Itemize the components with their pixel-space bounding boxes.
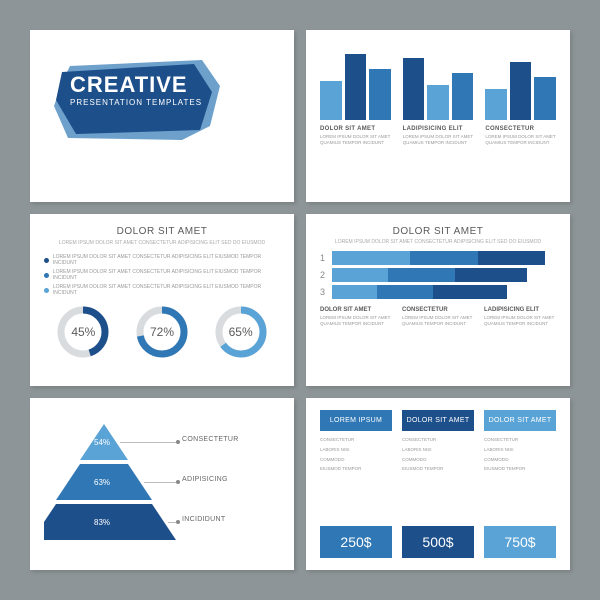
hbar-number: 3 xyxy=(320,287,332,297)
price-header: LOREM IPSUM xyxy=(320,410,392,431)
bar xyxy=(403,58,425,120)
hbar-segment xyxy=(388,268,455,282)
hbar-segment xyxy=(332,251,410,265)
hbar-col-label: CONSECTETURLOREM IPSUM DOLOR SIT AMET QU… xyxy=(402,307,474,327)
hbar-segment xyxy=(377,285,433,299)
price-column: LOREM IPSUM CONSECTETURLABORIS NISICOMMO… xyxy=(320,410,392,558)
slide-bar-charts: DOLOR SIT AMETLOREM IPSUM DOLOR SIT AMET… xyxy=(306,30,570,202)
hbar-segment xyxy=(455,268,527,282)
hbar-segment xyxy=(410,251,477,265)
hbar-row: 1 xyxy=(320,251,556,265)
bullet-row: LOREM IPSUM DOLOR SIT AMET CONSECTETUR A… xyxy=(44,269,280,281)
bullet-dot-icon xyxy=(44,273,49,278)
donuts-title: DOLOR SIT AMET xyxy=(44,226,280,237)
hbar-title: DOLOR SIT AMET xyxy=(320,226,556,237)
donut-chart: 65% xyxy=(215,306,267,358)
donut-value: 72% xyxy=(136,306,188,358)
bar-group xyxy=(485,42,556,120)
slide-title: CREATIVE PRESENTATION TEMPLATES xyxy=(30,30,294,202)
hbar-segment xyxy=(478,251,545,265)
donut-chart: 72% xyxy=(136,306,188,358)
price-column: DOLOR SIT AMET CONSECTETURLABORIS NISICO… xyxy=(484,410,556,558)
bar xyxy=(345,54,367,120)
dot-icon xyxy=(176,520,180,524)
hbar-segment xyxy=(332,285,377,299)
bullet-text: LOREM IPSUM DOLOR SIT AMET CONSECTETUR A… xyxy=(53,284,280,296)
bullet-row: LOREM IPSUM DOLOR SIT AMET CONSECTETUR A… xyxy=(44,284,280,296)
bullet-row: LOREM IPSUM DOLOR SIT AMET CONSECTETUR A… xyxy=(44,254,280,266)
donuts-subtitle: LOREM IPSUM DOLOR SIT AMET CONSECTETUR A… xyxy=(44,240,280,246)
bullet-dot-icon xyxy=(44,258,49,263)
pyramid-label: ADIPISICING xyxy=(182,476,228,483)
hbar-number: 2 xyxy=(320,270,332,280)
bar xyxy=(320,81,342,120)
bar-group-label: DOLOR SIT AMETLOREM IPSUM DOLOR SIT AMET… xyxy=(320,126,391,146)
hbar-row: 2 xyxy=(320,268,556,282)
hbar-segment xyxy=(332,268,388,282)
hbar-row: 3 xyxy=(320,285,556,299)
bar xyxy=(485,89,507,120)
bar xyxy=(510,62,532,121)
price-header: DOLOR SIT AMET xyxy=(484,410,556,431)
pyramid-label: CONSECTETUR xyxy=(182,436,239,443)
title-sub: PRESENTATION TEMPLATES xyxy=(70,98,202,107)
price-header: DOLOR SIT AMET xyxy=(402,410,474,431)
hbar-col-label: LADIPISICING ELITLOREM IPSUM DOLOR SIT A… xyxy=(484,307,556,327)
hbar-col-label: DOLOR SIT AMETLOREM IPSUM DOLOR SIT AMET… xyxy=(320,307,392,327)
slide-pyramid: 54%CONSECTETUR 63%ADIPISICING 83%INCIDID… xyxy=(30,398,294,570)
price-features: CONSECTETURLABORIS NISICOMMODOEIUSMOD TE… xyxy=(484,431,556,526)
bar xyxy=(452,73,474,120)
hbar-subtitle: LOREM IPSUM DOLOR SIT AMET CONSECTETUR A… xyxy=(320,239,556,245)
price-features: CONSECTETURLABORIS NISICOMMODOEIUSMOD TE… xyxy=(320,431,392,526)
donut-value: 45% xyxy=(57,306,109,358)
bullet-dot-icon xyxy=(44,288,49,293)
slide-pricing: LOREM IPSUM CONSECTETURLABORIS NISICOMMO… xyxy=(306,398,570,570)
hbar-segment xyxy=(433,285,507,299)
bar-group xyxy=(320,42,391,120)
price-value: 750$ xyxy=(484,526,556,558)
price-column: DOLOR SIT AMET CONSECTETURLABORIS NISICO… xyxy=(402,410,474,558)
bar xyxy=(427,85,449,120)
bullet-text: LOREM IPSUM DOLOR SIT AMET CONSECTETUR A… xyxy=(53,269,280,281)
hbar-number: 1 xyxy=(320,253,332,263)
title-main: CREATIVE xyxy=(70,72,202,98)
bar-group-label: LADIPISICING ELITLOREM IPSUM DOLOR SIT A… xyxy=(403,126,474,146)
pyramid-label: INCIDIDUNT xyxy=(182,516,225,523)
price-value: 250$ xyxy=(320,526,392,558)
donut-chart: 45% xyxy=(57,306,109,358)
pyramid-pct: 83% xyxy=(94,518,110,527)
price-features: CONSECTETURLABORIS NISICOMMODOEIUSMOD TE… xyxy=(402,431,474,526)
bar-group xyxy=(403,42,474,120)
donut-value: 65% xyxy=(215,306,267,358)
slide-donuts: DOLOR SIT AMET LOREM IPSUM DOLOR SIT AME… xyxy=(30,214,294,386)
bar xyxy=(534,77,556,120)
bullet-text: LOREM IPSUM DOLOR SIT AMET CONSECTETUR A… xyxy=(53,254,280,266)
bar xyxy=(369,69,391,120)
title-badge: CREATIVE PRESENTATION TEMPLATES xyxy=(52,58,212,136)
slide-grid: CREATIVE PRESENTATION TEMPLATES DOLOR SI… xyxy=(30,30,570,570)
slide-hbars: DOLOR SIT AMET LOREM IPSUM DOLOR SIT AME… xyxy=(306,214,570,386)
price-value: 500$ xyxy=(402,526,474,558)
bar-group-label: CONSECTETURLOREM IPSUM DOLOR SIT AMET QU… xyxy=(485,126,556,146)
